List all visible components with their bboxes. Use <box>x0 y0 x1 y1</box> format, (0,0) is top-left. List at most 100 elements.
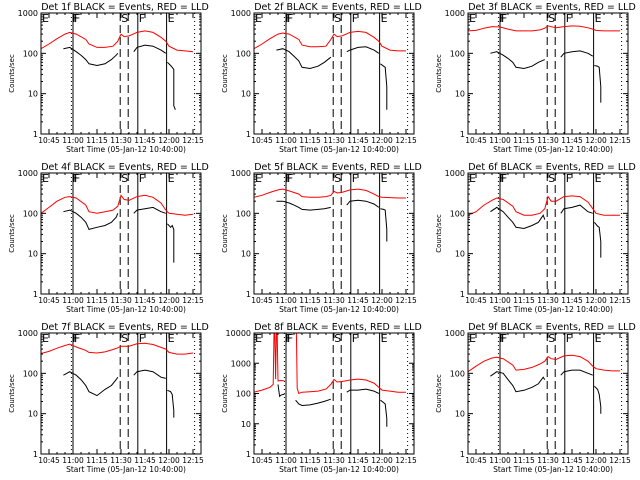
marker-label: F <box>74 12 80 25</box>
y-tick-label: 100 <box>236 390 251 399</box>
x-tick-label: 12:15 <box>395 456 417 465</box>
lld-series-line <box>467 25 620 32</box>
marker-label: E <box>168 332 175 345</box>
events-series-line <box>63 206 175 263</box>
marker-label: F <box>74 332 80 345</box>
marker-label: E <box>255 12 262 25</box>
panel-title: Det 2f BLACK = Events, RED = LLD <box>254 2 422 13</box>
y-tick-label: 1 <box>460 290 465 299</box>
events-series-line <box>63 44 176 110</box>
x-tick-label: 11:15 <box>299 456 321 465</box>
x-tick-label: 11:00 <box>489 456 511 465</box>
x-tick-label: 10:45 <box>251 136 273 145</box>
x-tick-label: 12:00 <box>371 456 393 465</box>
x-axis-label: Start Time (05-Jan-12 10:40:00) <box>66 145 186 154</box>
lld-series-line <box>467 354 620 373</box>
x-tick-label: 12:15 <box>609 456 631 465</box>
panel-title: Det 6f BLACK = Events, RED = LLD <box>468 162 636 173</box>
x-tick-label: 11:45 <box>561 296 583 305</box>
lld-series-line <box>40 30 194 53</box>
x-tick-label: 11:30 <box>110 136 132 145</box>
x-tick-label: 12:15 <box>395 136 417 145</box>
y-axis-label: Counts/sec <box>221 54 229 93</box>
x-tick-label: 12:15 <box>395 296 417 305</box>
marker-label: F <box>139 172 145 185</box>
x-axis-label: Start Time (05-Jan-12 10:40:00) <box>279 465 399 474</box>
marker-label: F <box>566 12 572 25</box>
y-tick-label: 100 <box>450 49 465 58</box>
x-tick-label: 11:15 <box>513 456 535 465</box>
marker-label: F <box>285 172 291 185</box>
panel-title: Det 5f BLACK = Events, RED = LLD <box>254 162 422 173</box>
panel-title: Det 1f BLACK = Events, RED = LLD <box>41 2 209 13</box>
plot-frame <box>467 172 629 295</box>
marker-label: E <box>42 172 49 185</box>
marker-label: E <box>381 332 388 345</box>
y-tick-label: 10 <box>241 250 251 259</box>
panel-title: Det 7f BLACK = Events, RED = LLD <box>41 322 209 333</box>
x-axis-label: Start Time (05-Jan-12 10:40:00) <box>66 465 186 474</box>
x-tick-label: 10:45 <box>251 296 273 305</box>
y-tick-label: 100 <box>23 49 38 58</box>
y-tick-label: 100 <box>23 369 38 378</box>
marker-label: S <box>334 12 341 25</box>
y-axis-label: Counts/sec <box>8 374 16 413</box>
x-tick-label: 11:30 <box>537 296 559 305</box>
x-tick-label: 11:15 <box>513 136 535 145</box>
y-tick-label: 1 <box>33 290 38 299</box>
marker-label: E <box>469 172 476 185</box>
x-tick-label: 12:00 <box>371 136 393 145</box>
x-tick-label: 12:00 <box>585 136 607 145</box>
x-tick-label: 11:00 <box>62 456 84 465</box>
x-axis-label: Start Time (05-Jan-12 10:40:00) <box>493 465 613 474</box>
y-axis-label: Counts/sec <box>435 54 443 93</box>
lld-series-line <box>467 195 620 216</box>
y-tick-label: 100 <box>236 209 251 218</box>
marker-label: F <box>139 12 145 25</box>
marker-label: F <box>287 172 293 185</box>
marker-label: S <box>334 172 341 185</box>
marker-label: F <box>74 172 80 185</box>
marker-label: F <box>72 332 78 345</box>
marker-label: F <box>352 12 358 25</box>
x-tick-label: 12:15 <box>182 296 204 305</box>
events-series-line <box>276 199 388 242</box>
x-tick-label: 11:00 <box>489 136 511 145</box>
x-tick-label: 11:45 <box>134 456 156 465</box>
y-tick-label: 1000 <box>231 359 251 368</box>
y-tick-label: 1000 <box>18 329 38 338</box>
marker-label: E <box>381 172 388 185</box>
y-tick-label: 1000 <box>445 329 465 338</box>
y-tick-label: 10 <box>28 410 38 419</box>
y-tick-label: 1000 <box>18 9 38 18</box>
x-tick-label: 10:45 <box>465 456 487 465</box>
y-tick-label: 1 <box>460 450 465 459</box>
marker-label: F <box>352 172 358 185</box>
y-axis-label: Counts/sec <box>221 214 229 253</box>
y-tick-label: 1 <box>246 450 251 459</box>
marker-label: F <box>566 332 572 345</box>
marker-label: E <box>469 12 476 25</box>
panel-title: Det 3f BLACK = Events, RED = LLD <box>468 2 636 13</box>
events-series-line <box>276 46 388 110</box>
x-tick-label: 12:00 <box>158 296 180 305</box>
marker-label: F <box>285 332 291 345</box>
x-axis-label: Start Time (05-Jan-12 10:40:00) <box>279 145 399 154</box>
plot-frame <box>40 12 202 135</box>
marker-label: F <box>352 332 358 345</box>
x-tick-label: 11:15 <box>299 296 321 305</box>
y-tick-label: 1000 <box>445 169 465 178</box>
marker-label: S <box>121 172 128 185</box>
y-tick-label: 1 <box>246 130 251 139</box>
marker-label: S <box>334 332 341 345</box>
y-tick-label: 10000 <box>226 329 251 338</box>
y-tick-label: 10 <box>455 90 465 99</box>
plot-frame <box>40 332 202 455</box>
marker-label: E <box>168 12 175 25</box>
panel-title: Det 8f BLACK = Events, RED = LLD <box>254 322 422 333</box>
